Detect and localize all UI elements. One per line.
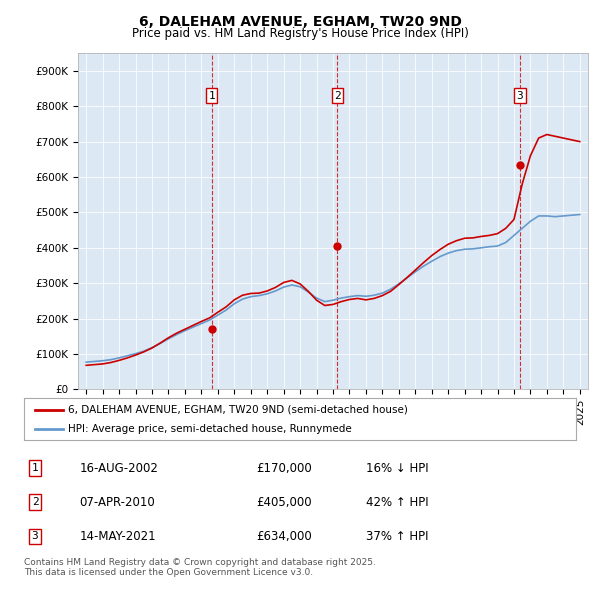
Text: 07-APR-2010: 07-APR-2010 bbox=[79, 496, 155, 509]
Text: 2: 2 bbox=[334, 91, 341, 100]
Text: Contains HM Land Registry data © Crown copyright and database right 2025.
This d: Contains HM Land Registry data © Crown c… bbox=[24, 558, 376, 577]
Text: £170,000: £170,000 bbox=[256, 461, 311, 475]
Text: 3: 3 bbox=[517, 91, 523, 100]
Text: 16-AUG-2002: 16-AUG-2002 bbox=[79, 461, 158, 475]
Text: 2: 2 bbox=[32, 497, 38, 507]
Text: 6, DALEHAM AVENUE, EGHAM, TW20 9ND (semi-detached house): 6, DALEHAM AVENUE, EGHAM, TW20 9ND (semi… bbox=[68, 405, 408, 415]
Text: £405,000: £405,000 bbox=[256, 496, 311, 509]
Text: 37% ↑ HPI: 37% ↑ HPI bbox=[366, 530, 429, 543]
Text: Price paid vs. HM Land Registry's House Price Index (HPI): Price paid vs. HM Land Registry's House … bbox=[131, 27, 469, 40]
Text: 42% ↑ HPI: 42% ↑ HPI bbox=[366, 496, 429, 509]
Text: 3: 3 bbox=[32, 532, 38, 541]
Text: £634,000: £634,000 bbox=[256, 530, 311, 543]
Text: HPI: Average price, semi-detached house, Runnymede: HPI: Average price, semi-detached house,… bbox=[68, 424, 352, 434]
Text: 16% ↓ HPI: 16% ↓ HPI bbox=[366, 461, 429, 475]
Text: 14-MAY-2021: 14-MAY-2021 bbox=[79, 530, 156, 543]
Text: 6, DALEHAM AVENUE, EGHAM, TW20 9ND: 6, DALEHAM AVENUE, EGHAM, TW20 9ND bbox=[139, 15, 461, 29]
Text: 1: 1 bbox=[208, 91, 215, 100]
Text: 1: 1 bbox=[32, 463, 38, 473]
